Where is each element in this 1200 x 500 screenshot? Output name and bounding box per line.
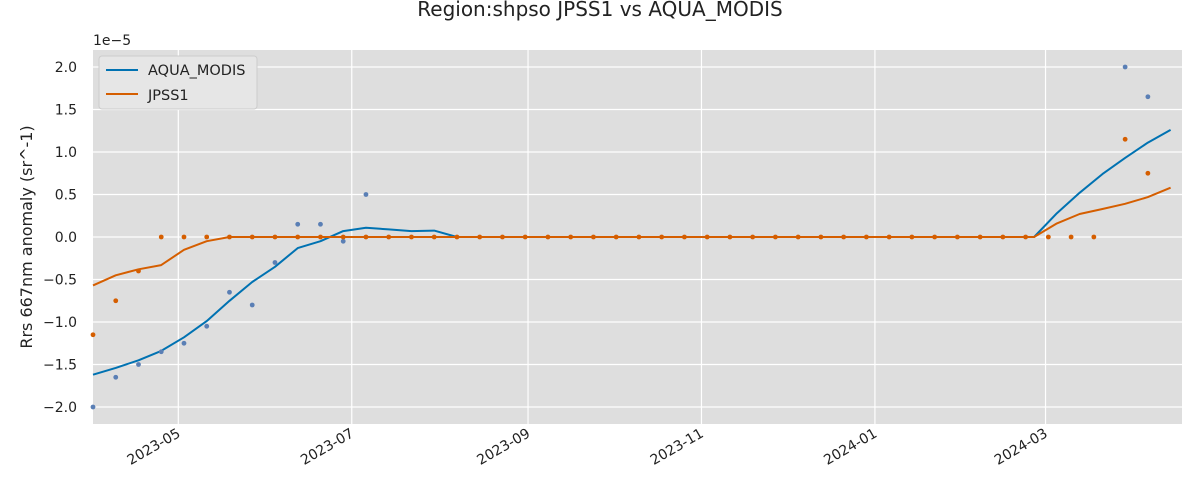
data-point-jpss1 <box>886 234 892 240</box>
data-point-jpss1 <box>1000 234 1006 240</box>
data-point-jpss1 <box>431 234 437 240</box>
data-point-jpss1 <box>500 234 505 240</box>
data-point-jpss1 <box>477 234 483 240</box>
data-point-aqua-modis <box>363 192 369 197</box>
data-point-jpss1 <box>1091 234 1097 240</box>
data-point-aqua-modis <box>113 374 119 380</box>
chart-title: Region:shpso JPSS1 vs AQUA_MODIS <box>417 0 782 21</box>
y-offset-label: 1e−5 <box>93 33 131 49</box>
legend-label-aqua-modis: AQUA_MODIS <box>148 63 245 79</box>
data-point-jpss1 <box>204 234 210 240</box>
y-tick-label: 1.5 <box>55 103 77 119</box>
data-point-aqua-modis <box>272 260 278 265</box>
y-axis-label: Rrs 667nm anomaly (sr^-1) <box>17 125 36 348</box>
data-point-jpss1 <box>386 234 392 240</box>
data-point-aqua-modis <box>181 340 187 346</box>
x-tick-label: 2023-07 <box>298 426 357 469</box>
data-point-jpss1 <box>954 234 960 240</box>
data-point-jpss1 <box>909 234 915 240</box>
data-point-jpss1 <box>318 234 323 240</box>
y-tick-label: −0.5 <box>43 273 77 289</box>
legend-label-jpss1: JPSS1 <box>147 88 189 104</box>
x-tick-label: 2024-01 <box>821 426 880 469</box>
data-point-aqua-modis <box>158 349 164 355</box>
data-point-jpss1 <box>773 234 778 240</box>
x-tick-label: 2024-03 <box>992 426 1051 469</box>
data-point-aqua-modis <box>136 362 141 367</box>
y-tick-label: −2.0 <box>43 400 77 416</box>
data-point-jpss1 <box>818 234 824 240</box>
data-point-jpss1 <box>1068 234 1074 240</box>
data-point-jpss1 <box>158 234 164 240</box>
series-line-aqua-modis <box>92 129 1172 376</box>
data-point-aqua-modis <box>227 289 232 295</box>
y-tick-label: −1.5 <box>43 358 77 374</box>
data-point-jpss1 <box>1023 234 1029 240</box>
data-point-jpss1 <box>181 234 187 240</box>
data-point-jpss1 <box>454 234 460 240</box>
data-point-jpss1 <box>545 234 551 240</box>
series-line-jpss1 <box>92 186 1171 287</box>
legend: AQUA_MODIS JPSS1 <box>98 55 258 110</box>
data-point-aqua-modis <box>295 221 301 227</box>
data-point-jpss1 <box>272 234 278 240</box>
y-tick-label: 0.5 <box>55 188 77 204</box>
data-point-aqua-modis <box>1122 64 1128 70</box>
y-tick-label: −1.0 <box>43 315 77 331</box>
data-point-aqua-modis <box>340 238 346 244</box>
data-point-jpss1 <box>136 268 141 274</box>
data-point-jpss1 <box>704 234 710 240</box>
data-point-jpss1 <box>636 234 642 240</box>
data-point-jpss1 <box>659 234 665 240</box>
data-point-jpss1 <box>1122 136 1128 142</box>
data-point-jpss1 <box>727 234 733 240</box>
data-point-jpss1 <box>363 234 369 240</box>
x-tick-label: 2023-09 <box>474 426 533 469</box>
y-tick-label: 0.0 <box>55 230 77 246</box>
data-point-jpss1 <box>1045 234 1051 240</box>
data-point-jpss1 <box>795 234 801 240</box>
data-point-jpss1 <box>522 234 528 240</box>
data-point-jpss1 <box>1145 170 1151 176</box>
data-point-jpss1 <box>841 234 847 240</box>
data-point-jpss1 <box>227 234 232 240</box>
x-tick-label: 2023-05 <box>125 426 184 469</box>
series-layer <box>90 64 1172 410</box>
data-point-jpss1 <box>613 234 619 240</box>
data-point-aqua-modis <box>318 221 323 227</box>
data-point-jpss1 <box>90 332 96 338</box>
y-tick-label: 1.0 <box>55 145 77 161</box>
legend-box <box>98 55 258 110</box>
data-point-jpss1 <box>249 234 255 240</box>
data-point-jpss1 <box>682 234 687 240</box>
data-point-jpss1 <box>568 234 574 240</box>
y-tick-label: 2.0 <box>55 60 77 76</box>
data-point-jpss1 <box>340 234 346 240</box>
data-point-jpss1 <box>977 234 983 240</box>
data-point-jpss1 <box>409 234 414 240</box>
data-point-jpss1 <box>932 234 938 240</box>
data-point-aqua-modis <box>249 302 255 308</box>
data-point-jpss1 <box>295 234 301 240</box>
data-point-aqua-modis <box>90 404 96 410</box>
data-point-jpss1 <box>750 234 756 240</box>
data-point-jpss1 <box>863 234 869 240</box>
data-point-aqua-modis <box>1145 94 1151 100</box>
data-point-jpss1 <box>113 298 119 304</box>
data-point-jpss1 <box>591 234 596 240</box>
x-tick-label: 2023-11 <box>648 426 707 469</box>
data-point-aqua-modis <box>204 323 210 329</box>
